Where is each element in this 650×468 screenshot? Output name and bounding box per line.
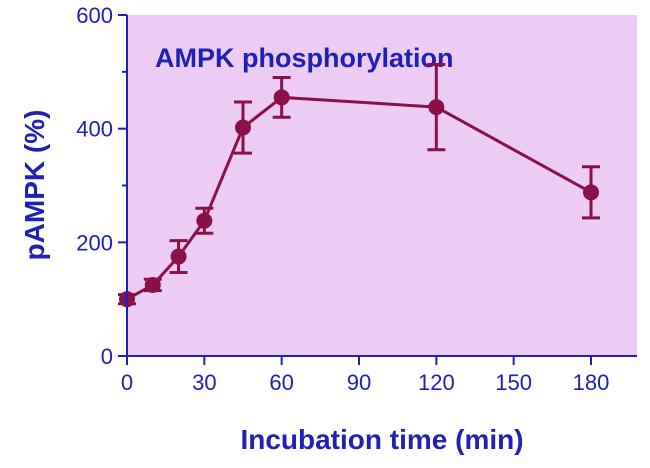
y-tick-label: 400	[76, 117, 113, 142]
data-point	[196, 212, 213, 229]
x-tick-label: 90	[347, 370, 371, 395]
y-axis-title: pAMPK (%)	[19, 110, 50, 261]
x-tick-label: 120	[418, 370, 455, 395]
y-tick-label: 600	[76, 3, 113, 28]
x-tick-label: 180	[573, 370, 610, 395]
chart-title: AMPK phosphorylation	[155, 43, 454, 73]
data-point	[273, 89, 290, 106]
x-axis-title: Incubation time (min)	[240, 424, 523, 455]
y-tick-label: 200	[76, 230, 113, 255]
x-tick-label: 60	[269, 370, 293, 395]
data-point	[235, 119, 251, 136]
data-point	[170, 248, 187, 265]
y-axis-ticks: 0 200 400 600	[76, 3, 127, 369]
y-tick-label: 0	[101, 344, 113, 369]
data-point	[428, 99, 445, 116]
data-point	[144, 276, 161, 293]
data-point	[583, 184, 599, 201]
x-tick-label: 150	[495, 370, 532, 395]
x-axis-ticks: 0 30 60 90 120 150 180	[121, 356, 609, 395]
x-tick-label: 0	[121, 370, 133, 395]
chart-marks	[118, 62, 600, 308]
plot-background	[127, 15, 637, 356]
x-tick-label: 30	[192, 370, 216, 395]
